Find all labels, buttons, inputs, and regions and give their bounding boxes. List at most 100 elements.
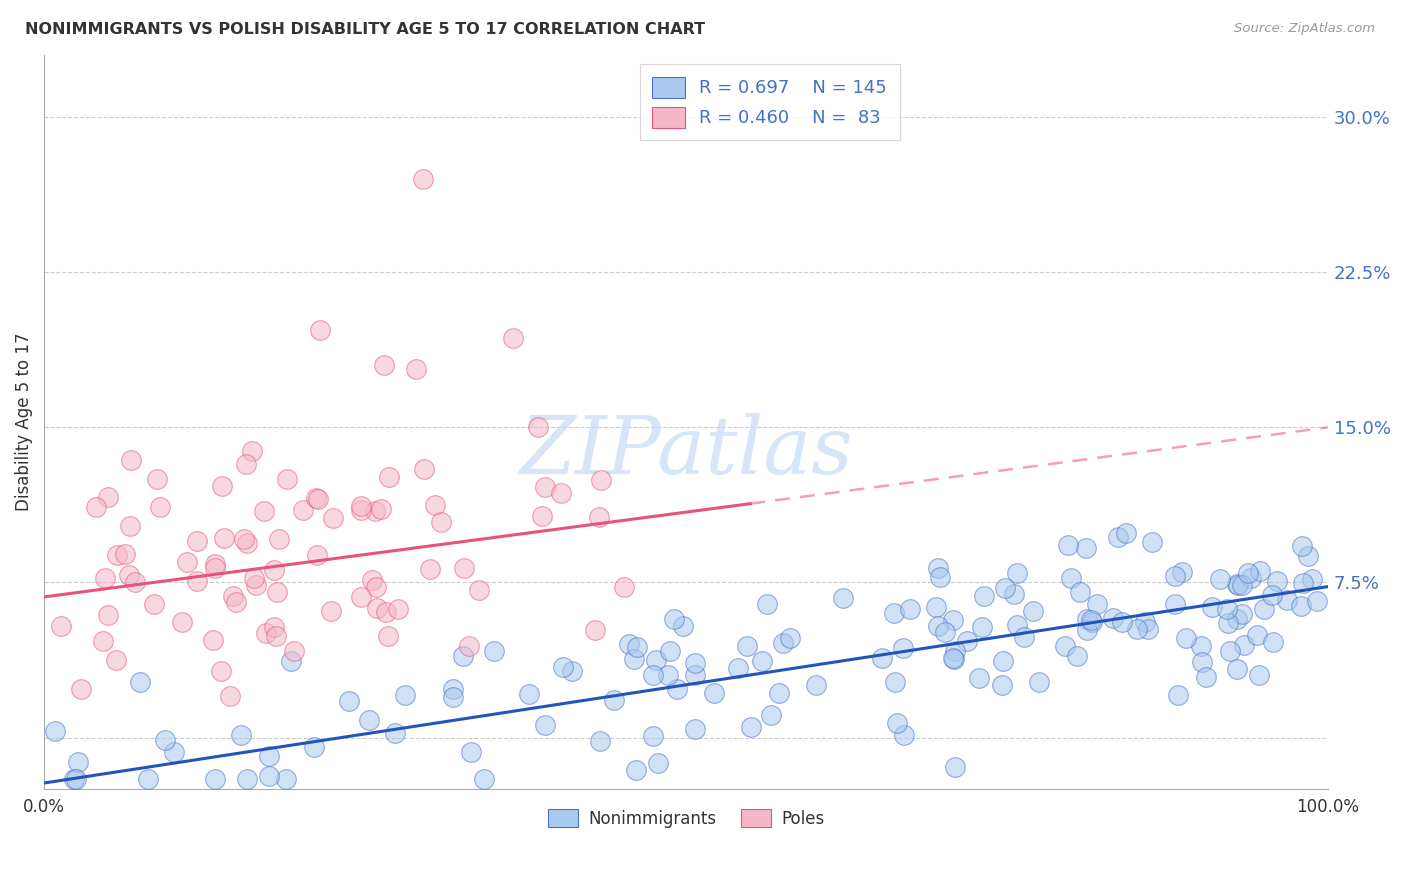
Point (530, 509, 553, 524)
Text: Source: ZipAtlas.com: Source: ZipAtlas.com (1234, 22, 1375, 36)
Point (1166, 688, 1188, 702)
Point (806, 678, 828, 692)
Point (225, 594, 247, 608)
Point (929, 570, 952, 584)
Point (44, 723, 66, 738)
Point (186, 534, 208, 549)
Point (1233, 638, 1256, 652)
Point (659, 644, 682, 658)
Point (768, 686, 790, 700)
Point (236, 772, 259, 786)
Point (1069, 585, 1091, 599)
Point (364, 580, 387, 594)
Point (645, 653, 668, 667)
Point (149, 500, 172, 515)
Point (751, 654, 773, 668)
Point (263, 563, 285, 577)
Point (305, 491, 328, 506)
Point (603, 693, 626, 707)
Point (898, 602, 921, 616)
Point (1066, 648, 1088, 663)
Text: ZIPatlas: ZIPatlas (519, 413, 853, 491)
Point (870, 651, 893, 665)
Point (423, 498, 446, 512)
Point (283, 644, 305, 658)
Point (162, 745, 184, 759)
Point (337, 694, 360, 708)
Point (956, 634, 979, 648)
Point (1236, 566, 1258, 581)
Point (735, 639, 758, 653)
Point (276, 472, 298, 486)
Point (943, 652, 966, 666)
Point (236, 536, 259, 550)
Point (1002, 587, 1025, 601)
Point (253, 504, 276, 518)
Point (233, 532, 256, 546)
Point (1253, 602, 1275, 616)
Point (551, 660, 574, 674)
Point (1267, 574, 1289, 588)
Point (1126, 623, 1149, 637)
Point (583, 623, 606, 637)
Point (202, 632, 225, 647)
Point (1209, 572, 1232, 586)
Point (1226, 662, 1249, 676)
Point (460, 745, 482, 759)
Point (370, 501, 392, 516)
Point (973, 589, 995, 603)
Point (1007, 566, 1029, 580)
Point (1296, 549, 1319, 563)
Point (1133, 615, 1156, 629)
Point (1247, 667, 1270, 681)
Point (1107, 530, 1129, 544)
Point (322, 511, 344, 525)
Point (891, 640, 914, 655)
Point (441, 690, 464, 704)
Point (1225, 612, 1247, 626)
Point (307, 491, 329, 506)
Point (991, 654, 1014, 668)
Point (1171, 565, 1194, 579)
Point (67, 755, 90, 769)
Point (533, 479, 555, 493)
Point (274, 772, 297, 786)
Point (527, 420, 550, 434)
Point (364, 504, 387, 518)
Point (641, 668, 664, 682)
Point (373, 359, 395, 373)
Point (893, 728, 915, 742)
Point (302, 739, 325, 754)
Point (114, 547, 136, 561)
Point (1060, 571, 1083, 585)
Point (1076, 612, 1098, 626)
Point (613, 580, 636, 594)
Point (727, 661, 749, 675)
Point (1054, 639, 1077, 653)
Point (883, 606, 905, 620)
Point (172, 615, 194, 629)
Point (883, 675, 905, 690)
Point (1056, 538, 1078, 552)
Point (1195, 670, 1218, 684)
Point (1230, 577, 1253, 591)
Point (1227, 578, 1250, 592)
Point (994, 581, 1017, 595)
Point (886, 716, 908, 731)
Point (264, 629, 287, 643)
Point (118, 568, 141, 582)
Point (657, 668, 679, 682)
Point (1080, 613, 1102, 627)
Point (305, 548, 328, 562)
Point (934, 624, 956, 639)
Text: NONIMMIGRANTS VS POLISH DISABILITY AGE 5 TO 17 CORRELATION CHART: NONIMMIGRANTS VS POLISH DISABILITY AGE 5… (25, 22, 706, 37)
Point (1081, 615, 1104, 630)
Point (350, 591, 373, 605)
Point (591, 473, 613, 487)
Point (430, 515, 453, 529)
Point (97, 490, 120, 504)
Point (1140, 535, 1163, 549)
Point (972, 620, 994, 634)
Point (647, 756, 669, 771)
Point (453, 561, 475, 575)
